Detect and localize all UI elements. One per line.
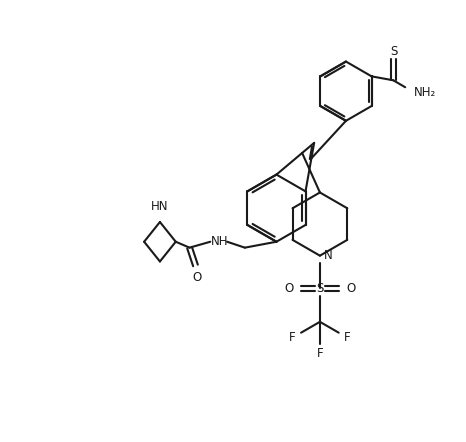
- Text: F: F: [316, 347, 323, 360]
- Text: NH₂: NH₂: [414, 86, 436, 99]
- Text: S: S: [316, 282, 323, 295]
- Text: O: O: [193, 271, 202, 284]
- Text: HN: HN: [151, 200, 169, 213]
- Text: NH: NH: [211, 235, 228, 248]
- Text: S: S: [391, 45, 398, 58]
- Text: N: N: [324, 249, 333, 262]
- Text: O: O: [285, 282, 294, 295]
- Text: F: F: [289, 331, 296, 344]
- Text: O: O: [346, 282, 355, 295]
- Text: F: F: [344, 331, 350, 344]
